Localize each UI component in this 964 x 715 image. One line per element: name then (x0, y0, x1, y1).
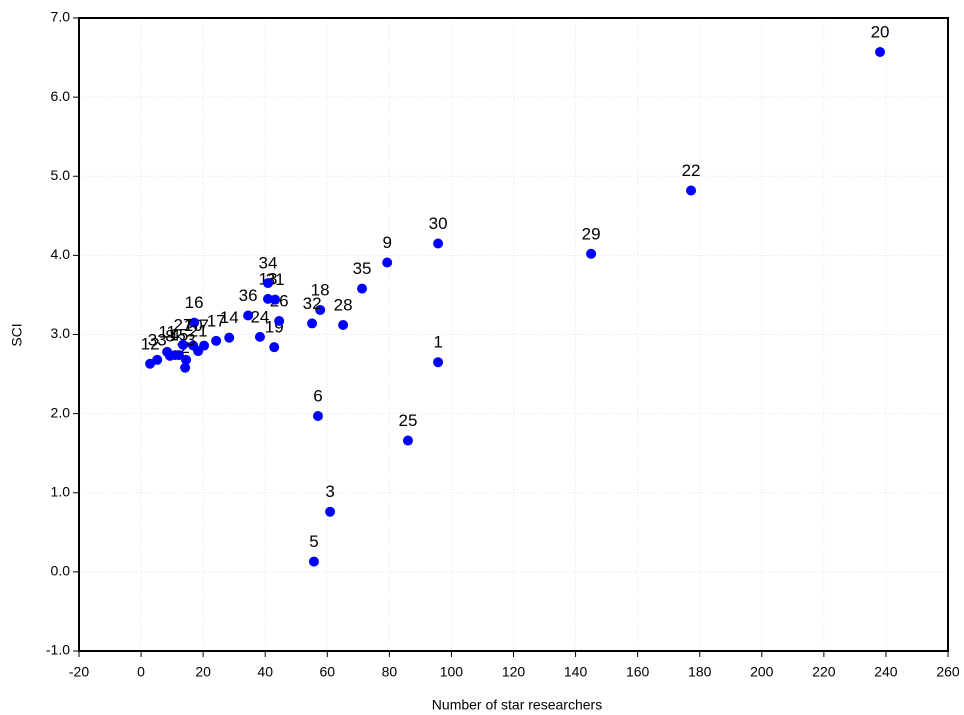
point (173, 350, 184, 361)
point (433, 238, 444, 249)
x-tick-label: 40 (257, 664, 273, 680)
point-label: 6 (313, 386, 322, 405)
point (189, 317, 200, 328)
point (312, 410, 323, 421)
point-label: 28 (334, 295, 353, 314)
x-tick-label: 140 (564, 664, 588, 680)
point (307, 318, 318, 329)
x-tick-label: 0 (137, 664, 145, 680)
point (224, 332, 235, 343)
point-label: 3 (325, 482, 334, 501)
point (177, 339, 188, 350)
point-label: 27 (174, 315, 193, 334)
y-tick-label: 5.0 (51, 167, 71, 183)
y-tick-label: 1.0 (51, 483, 71, 499)
point (211, 335, 222, 346)
point (315, 304, 326, 315)
x-tick-label: 20 (195, 664, 211, 680)
point-label: 16 (185, 293, 204, 312)
point (254, 331, 265, 342)
point-label: 29 (582, 224, 601, 243)
point-label: 14 (220, 308, 239, 327)
point (433, 357, 444, 368)
point-label: 34 (259, 254, 278, 273)
point-label: 5 (309, 532, 318, 551)
x-tick-label: 100 (440, 664, 464, 680)
point-label: 36 (239, 286, 258, 305)
point (162, 346, 173, 357)
point (402, 435, 413, 446)
y-tick-label: -1.0 (46, 642, 70, 658)
x-tick-label: 120 (502, 664, 526, 680)
point-label: 32 (303, 294, 322, 313)
y-tick-label: 7.0 (51, 9, 71, 25)
x-tick-label: 60 (319, 664, 335, 680)
x-tick-label: 200 (750, 664, 774, 680)
point (263, 278, 274, 289)
y-tick-label: 3.0 (51, 325, 71, 341)
point-label: 21 (189, 322, 208, 341)
point-label: 20 (871, 23, 890, 42)
point-label: 15 (169, 326, 188, 345)
point (243, 310, 254, 321)
point (382, 257, 393, 268)
point-label: 7 (199, 316, 208, 335)
point (193, 346, 204, 357)
point (269, 342, 280, 353)
point-label: 12 (141, 334, 160, 353)
point (274, 316, 285, 327)
y-tick-label: 6.0 (51, 88, 71, 104)
point-label: 9 (382, 233, 391, 252)
x-tick-label: 220 (812, 664, 836, 680)
y-tick-label: 4.0 (51, 246, 71, 262)
x-tick-label: 160 (626, 664, 650, 680)
x-tick-label: 240 (874, 664, 898, 680)
point-label: 11 (158, 322, 176, 341)
point (181, 354, 192, 365)
point-label: 22 (682, 161, 701, 180)
point (357, 283, 368, 294)
point-label: 1 (433, 333, 442, 352)
x-axis-label: Number of star researchers (432, 697, 602, 713)
y-tick-label: 2.0 (51, 404, 71, 420)
point (270, 294, 281, 305)
point (180, 362, 191, 373)
point-label: 18 (311, 280, 330, 299)
point-label: 35 (353, 259, 372, 278)
point (586, 248, 597, 259)
point-label: 25 (399, 411, 418, 430)
point-label: 30 (429, 214, 448, 233)
point-label: 4 (170, 326, 179, 345)
point (686, 185, 697, 196)
point (308, 556, 319, 567)
grid (78, 17, 949, 652)
point-label: 24 (250, 307, 269, 326)
point-label: 8 (165, 326, 174, 345)
point (875, 47, 886, 58)
point (325, 506, 336, 517)
x-tick-label: 260 (936, 664, 960, 680)
point-label: 17 (207, 311, 226, 330)
x-tick-label: -20 (69, 664, 89, 680)
x-tick-label: 180 (688, 664, 712, 680)
x-tick-label: 80 (382, 664, 398, 680)
y-axis-label: SCI (9, 323, 25, 346)
point-label: 33 (148, 330, 167, 349)
point (338, 320, 349, 331)
point (152, 354, 163, 365)
y-tick-label: 0.0 (51, 563, 71, 579)
